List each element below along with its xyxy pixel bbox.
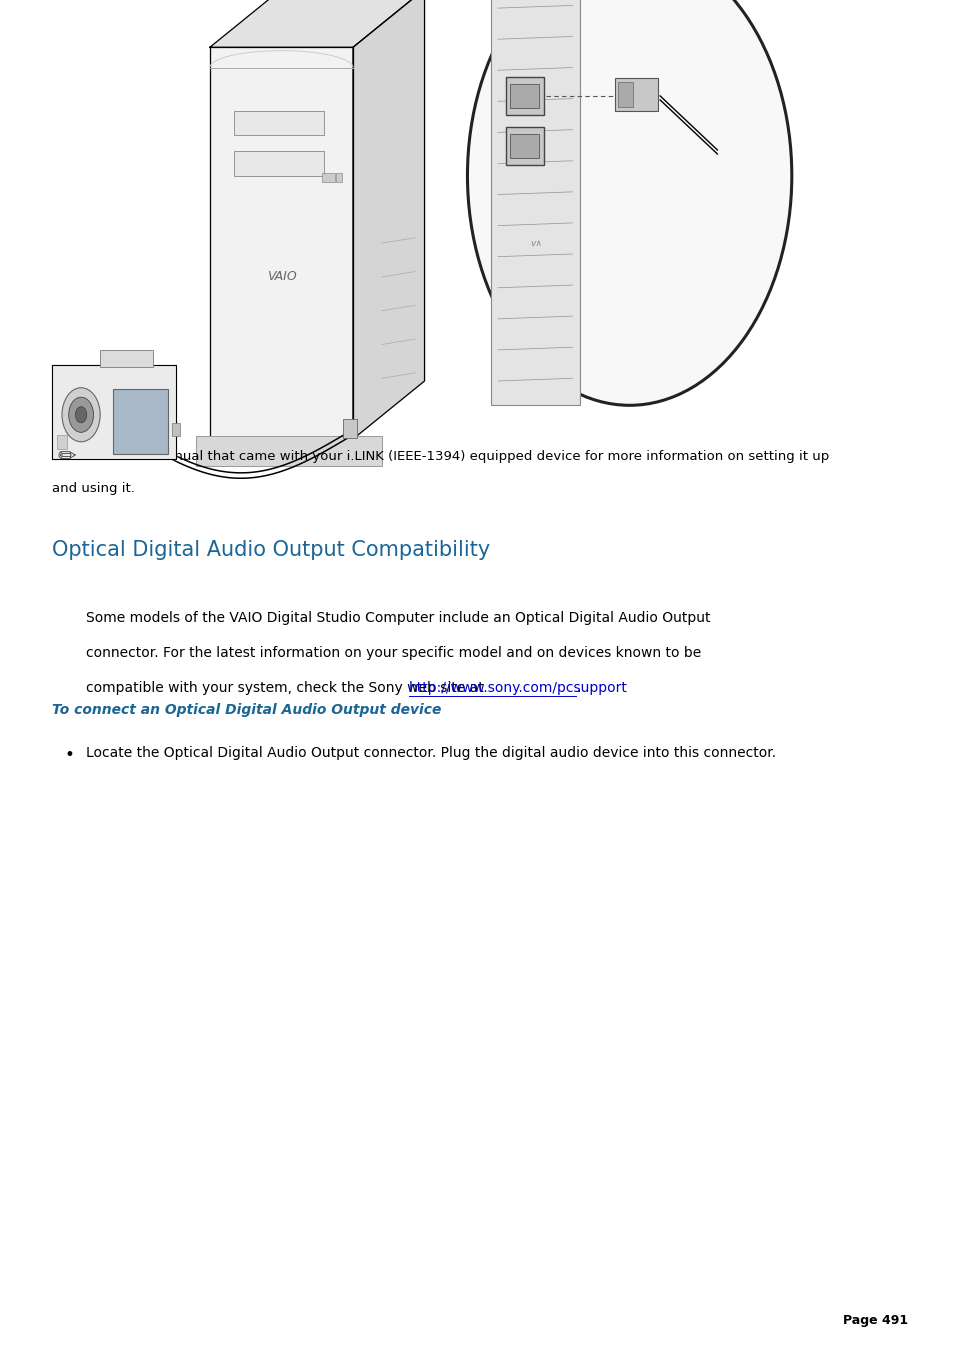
Bar [100, 350, 152, 367]
Text: Page 491: Page 491 [842, 1313, 907, 1327]
Bar [510, 134, 538, 158]
Text: Some models of the VAIO Digital Studio Computer include an Optical Digital Audio: Some models of the VAIO Digital Studio C… [86, 611, 710, 624]
Bar [335, 173, 342, 182]
Text: VAIO: VAIO [266, 270, 296, 284]
Bar [505, 77, 543, 115]
Bar [57, 435, 67, 449]
Circle shape [62, 388, 100, 442]
Text: and using it.: and using it. [52, 482, 135, 496]
Text: •: • [65, 746, 74, 763]
Polygon shape [491, 0, 579, 405]
Text: .: . [576, 681, 580, 694]
Circle shape [75, 407, 87, 423]
Polygon shape [353, 0, 424, 439]
Bar [343, 419, 356, 438]
Text: To connect an Optical Digital Audio Output device: To connect an Optical Digital Audio Outp… [52, 703, 441, 716]
Text: Locate the Optical Digital Audio Output connector. Plug the digital audio device: Locate the Optical Digital Audio Output … [86, 746, 775, 759]
Bar [112, 389, 168, 454]
Polygon shape [210, 47, 353, 439]
Bar [505, 127, 543, 165]
Text: ✏: ✏ [57, 447, 76, 467]
Bar [618, 82, 632, 107]
Bar [233, 151, 324, 176]
Bar [615, 78, 658, 111]
Polygon shape [52, 365, 176, 459]
Bar [510, 84, 538, 108]
Bar [233, 111, 324, 135]
Text: compatible with your system, check the Sony web site at: compatible with your system, check the S… [86, 681, 488, 694]
Circle shape [69, 397, 93, 432]
Text: v∧: v∧ [530, 239, 541, 247]
Text: See the manual that came with your i.LINK (IEEE-1394) equipped device for more i: See the manual that came with your i.LIN… [98, 450, 829, 463]
Text: connector. For the latest information on your specific model and on devices know: connector. For the latest information on… [86, 646, 700, 659]
Circle shape [467, 0, 791, 405]
Polygon shape [210, 0, 424, 47]
Bar [322, 173, 335, 182]
Text: Optical Digital Audio Output Compatibility: Optical Digital Audio Output Compatibili… [52, 540, 490, 561]
Bar [172, 423, 180, 436]
Bar [195, 436, 381, 466]
Text: http://www.sony.com/pcsupport: http://www.sony.com/pcsupport [409, 681, 627, 694]
